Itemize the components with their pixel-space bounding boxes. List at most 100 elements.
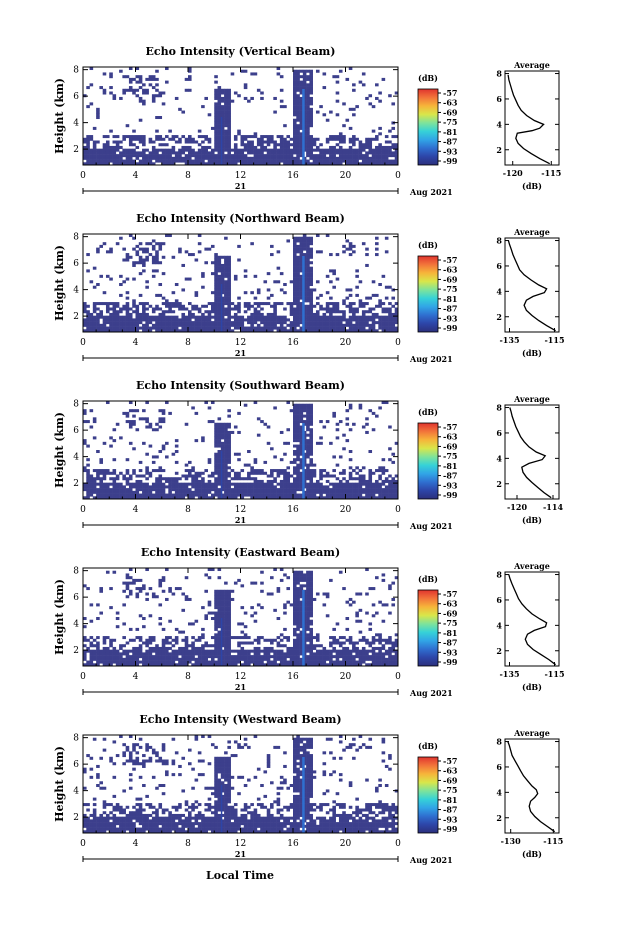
- echo-cell: [338, 151, 343, 155]
- echo-cell: [217, 652, 222, 656]
- echo-cell: [184, 159, 189, 163]
- echo-cell: [309, 272, 313, 276]
- echo-cell: [217, 622, 222, 626]
- echo-cell: [299, 99, 304, 103]
- echo-cell: [309, 474, 313, 478]
- echo-cell: [138, 118, 143, 122]
- echo-cell: [270, 646, 274, 650]
- echo-cell: [96, 329, 100, 333]
- echo-cell: [128, 307, 133, 311]
- echo-cell: [224, 280, 228, 284]
- echo-cell: [151, 657, 156, 661]
- echo-cell: [253, 315, 258, 319]
- echo-cell: [214, 597, 218, 601]
- echo-cell: [270, 140, 274, 144]
- echo-cell: [142, 261, 146, 265]
- echo-cell: [293, 584, 297, 588]
- echo-cell: [151, 247, 156, 251]
- echo-cell: [375, 247, 379, 251]
- echo-cell: [102, 477, 107, 481]
- echo-cell: [309, 156, 313, 160]
- echo-cell: [204, 148, 208, 152]
- echo-cell: [296, 485, 300, 489]
- echo-cell: [358, 326, 363, 330]
- echo-cell: [345, 77, 350, 81]
- echo-cell: [306, 304, 310, 308]
- echo-cell: [112, 496, 117, 500]
- echo-cell: [260, 135, 264, 139]
- echo-cell: [217, 477, 222, 481]
- echo-cell: [194, 151, 199, 155]
- echo-cell: [115, 657, 120, 661]
- echo-cell: [358, 321, 363, 325]
- echo-cell: [125, 154, 130, 158]
- echo-cell: [155, 652, 159, 656]
- echo-cell: [394, 302, 399, 306]
- echo-cell: [293, 299, 297, 303]
- echo-cell: [302, 242, 307, 246]
- echo-cell: [230, 307, 235, 311]
- echo-cell: [125, 479, 130, 483]
- echo-cell: [214, 627, 218, 631]
- x-tick-label: 4: [133, 338, 139, 348]
- echo-cell: [243, 310, 248, 314]
- echo-cell: [338, 323, 343, 327]
- echo-cell: [89, 151, 94, 155]
- echo-cell: [299, 595, 304, 599]
- echo-cell: [352, 154, 356, 158]
- echo-cell: [204, 310, 208, 314]
- echo-cell: [279, 148, 284, 152]
- echo-cell: [174, 627, 179, 631]
- echo-cell: [92, 143, 97, 147]
- echo-cell: [293, 75, 297, 79]
- echo-cell: [214, 444, 218, 448]
- echo-cell: [96, 283, 100, 287]
- echo-cell: [174, 151, 179, 155]
- echo-cell: [165, 234, 169, 238]
- echo-cell: [365, 143, 369, 147]
- echo-cell: [96, 250, 100, 254]
- echo-cell: [220, 143, 225, 147]
- echo-cell: [214, 135, 218, 139]
- echo-cell: [283, 474, 287, 478]
- echo-cell: [253, 145, 258, 149]
- echo-cell: [217, 118, 222, 122]
- echo-cell: [86, 159, 90, 163]
- echo-cell: [338, 162, 343, 166]
- echo-cell: [299, 288, 304, 292]
- echo-cell: [233, 323, 238, 327]
- echo-cell: [375, 414, 379, 418]
- echo-cell: [368, 323, 373, 327]
- echo-cell: [138, 485, 143, 489]
- echo-cell: [309, 420, 313, 424]
- echo-cell: [224, 299, 228, 303]
- echo-cell: [184, 156, 189, 160]
- echo-cell: [256, 660, 261, 664]
- echo-cell: [319, 471, 323, 475]
- echo-cell: [161, 646, 166, 650]
- echo-cell: [342, 102, 346, 106]
- echo-cell: [178, 496, 182, 500]
- echo-cell: [197, 329, 202, 333]
- echo-cell: [220, 113, 225, 117]
- echo-cell: [224, 655, 228, 659]
- echo-cell: [296, 587, 300, 591]
- echo-cell: [210, 329, 215, 333]
- echo-cell: [322, 307, 327, 311]
- echo-cell: [171, 156, 176, 160]
- echo-cell: [299, 657, 304, 661]
- echo-cell: [273, 608, 277, 612]
- echo-cell: [286, 471, 291, 475]
- echo-cell: [217, 493, 222, 497]
- echo-cell: [220, 649, 225, 653]
- echo-cell: [168, 315, 172, 319]
- echo-cell: [122, 321, 126, 325]
- echo-cell: [365, 329, 369, 333]
- echo-cell: [296, 162, 300, 166]
- echo-cell: [142, 326, 146, 330]
- echo-cell: [217, 266, 222, 270]
- echo-cell: [309, 444, 313, 448]
- echo-cell: [171, 304, 176, 308]
- echo-cell: [309, 581, 313, 585]
- echo-cell: [286, 148, 291, 152]
